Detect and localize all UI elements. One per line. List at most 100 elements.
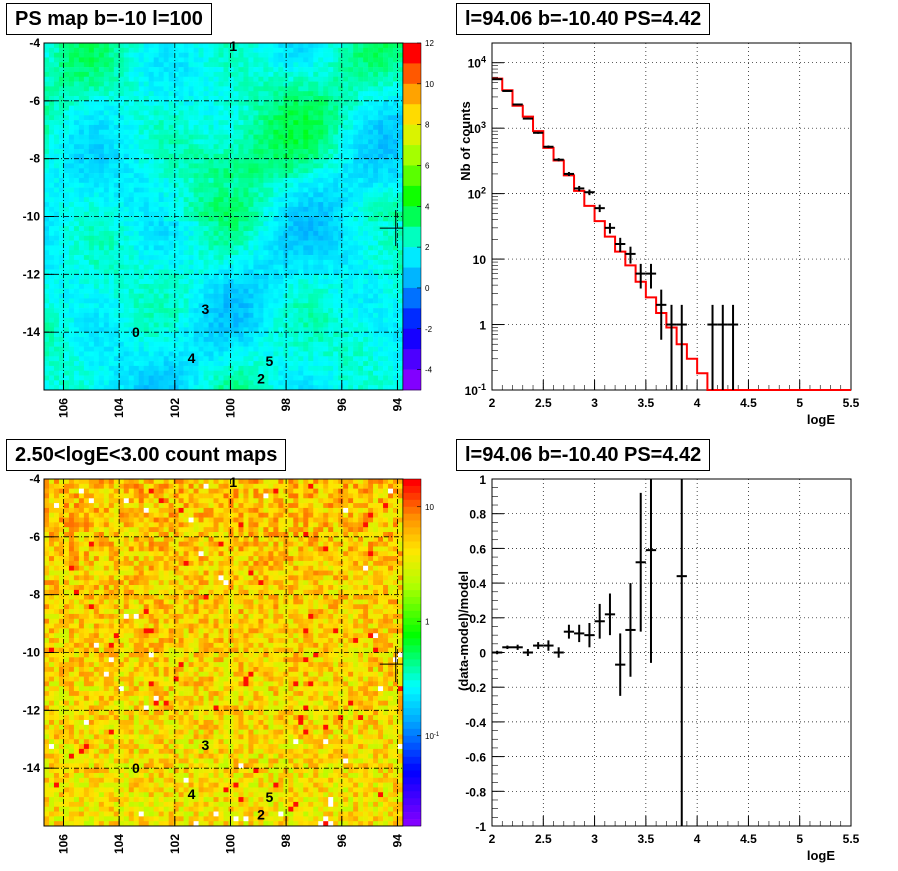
count-map-colorbar-cell: [403, 735, 421, 744]
ps-map-colorbar-cell: [403, 247, 421, 268]
count-map-colorbar-cell: [403, 541, 421, 549]
residual-ytick-label: -0.8: [465, 785, 486, 799]
count-map-colorbar-frame: [402, 478, 422, 827]
count-map-colorbar-cell: [403, 721, 421, 730]
spectrum-ytick-label: 102: [468, 186, 486, 202]
title-top-left: PS map b=-10 l=100: [6, 3, 212, 35]
count-map-colorbar-cell: [403, 617, 421, 626]
count-map-colorbar-cell: [403, 784, 421, 792]
ps-map-colorbar-label: 10: [425, 80, 434, 89]
spectrum-xtick-label: 5: [796, 396, 803, 410]
count-map-colorbar-cell: [403, 638, 421, 646]
ps-map-ytick-label: -8: [29, 152, 40, 166]
count-map-xtick-label: 104: [112, 834, 126, 854]
count-map-source-label: 5: [266, 789, 274, 805]
ps-map-colorbar-cell: [403, 124, 421, 146]
spectrum-xlabel: logE: [807, 412, 835, 427]
residual-ytick-label: 0: [479, 647, 486, 661]
residual-xtick-label: 2: [489, 832, 496, 846]
count-map-colorbar-cell: [403, 742, 421, 750]
spectrum-xtick-label: 3.5: [638, 396, 655, 410]
count-map-source-label: 4: [188, 786, 196, 802]
ps-map-colorbar-label: -2: [425, 325, 433, 334]
ps-map-colorbar-cell: [403, 104, 421, 125]
count-map-xtick-label: 96: [335, 834, 349, 848]
ps-map-cells: [44, 43, 404, 391]
count-map-colorbar-cell: [403, 791, 421, 799]
residual-ytick-label: 0.8: [469, 508, 486, 522]
title-bottom-left: 2.50<logE<3.00 count maps: [6, 439, 287, 471]
count-map-colorbar-cell: [403, 805, 421, 813]
count-map-colorbar-cell: [403, 680, 421, 688]
count-map-ytick-label: -12: [23, 703, 41, 717]
spectrum-ytick-label: 10: [473, 253, 487, 267]
count-map-colorbar-cell: [403, 714, 421, 723]
ps-map-source-label: 1: [229, 38, 237, 54]
title-top-right: l=94.06 b=-10.40 PS=4.42: [456, 3, 711, 35]
residual-xtick-label: 2.5: [535, 832, 552, 846]
count-map-colorbar-cell: [403, 603, 421, 612]
count-map-colorbar-cell: [403, 708, 421, 716]
ps-map-colorbar-cell: [403, 83, 421, 105]
count-map-colorbar-cell: [403, 673, 421, 681]
residual-ytick-label: -1: [475, 820, 486, 834]
ps-map-colorbar-cell: [403, 328, 421, 350]
count-map-colorbar-cell: [403, 701, 421, 709]
count-map-colorbar-cell: [403, 798, 421, 806]
count-map-colorbar-cell: [403, 624, 421, 632]
count-map-colorbar-cell: [403, 631, 421, 639]
residual-xtick-label: 4: [694, 832, 701, 846]
count-map-colorbar-cell: [403, 763, 421, 771]
ps-map-colorbar-label: 8: [425, 121, 430, 130]
count-map-colorbar-cell: [403, 527, 421, 535]
count-map-colorbar-cell: [403, 513, 421, 521]
ps-map-colorbar-frame: [402, 42, 422, 391]
count-map-colorbar-cell: [403, 749, 421, 757]
ps-map-colorbar-cell: [403, 267, 421, 289]
spectrum-xtick-label: 4.5: [740, 396, 757, 410]
count-map-colorbar-cell: [403, 534, 421, 542]
ps-map-ytick-label: -6: [29, 94, 40, 108]
residual-xtick-label: 4.5: [740, 832, 757, 846]
title-bottom-right: l=94.06 b=-10.40 PS=4.42: [456, 439, 711, 471]
ps-map-colorbar-cell: [403, 369, 421, 391]
spectrum-ylabel: Nb of counts: [458, 101, 473, 180]
spectrum-ytick-label: 1: [479, 319, 486, 333]
spectrum-xtick-label: 3: [591, 396, 598, 410]
ps-map-source-label: 0: [132, 324, 140, 340]
ps-map-colorbar-cell: [403, 308, 421, 330]
count-map-colorbar-cell: [403, 548, 421, 556]
count-map-colorbar-cell: [403, 562, 421, 570]
count-map-colorbar-cell: [403, 728, 421, 737]
count-map-xtick-label: 100: [223, 834, 237, 854]
ps-map-colorbar-cell: [403, 349, 421, 370]
count-map-source-label: 2: [257, 806, 265, 822]
count-map-colorbar-cell: [403, 666, 421, 674]
count-map-colorbar-label: 1: [425, 617, 430, 626]
count-map-source-label: 0: [132, 760, 140, 776]
ps-map-xtick-label: 106: [56, 398, 70, 418]
ps-map-xtick-label: 104: [112, 398, 126, 418]
ps-map-colorbar-cell: [403, 185, 421, 207]
ps-map-xtick-label: 96: [335, 398, 349, 412]
ps-map-colorbar-cell: [403, 206, 421, 228]
count-map-colorbar-cell: [403, 569, 421, 577]
residual-xtick-label: 5: [796, 832, 803, 846]
spectrum-xtick-label: 4: [694, 396, 701, 410]
residual-xtick-label: 3: [591, 832, 598, 846]
ps-map-colorbar-cell: [403, 145, 421, 166]
spectrum-ytick-label: 104: [468, 55, 486, 71]
residual-frame: [491, 478, 852, 827]
ps-map-ytick-label: -10: [23, 210, 41, 224]
count-map-xtick-label: 98: [279, 834, 293, 848]
ps-map-source-label: 4: [188, 350, 196, 366]
count-map-colorbar-cell: [403, 819, 421, 827]
spectrum-xtick-label: 2: [489, 396, 496, 410]
count-map-colorbar-cell: [403, 694, 421, 702]
ps-map-colorbar-cell: [403, 226, 421, 248]
count-map-ytick-label: -6: [29, 530, 40, 544]
residual-ylabel: (data-model)/model: [456, 571, 471, 691]
ps-map-xtick-label: 102: [168, 398, 182, 418]
count-map-source-label: 1: [229, 474, 237, 490]
